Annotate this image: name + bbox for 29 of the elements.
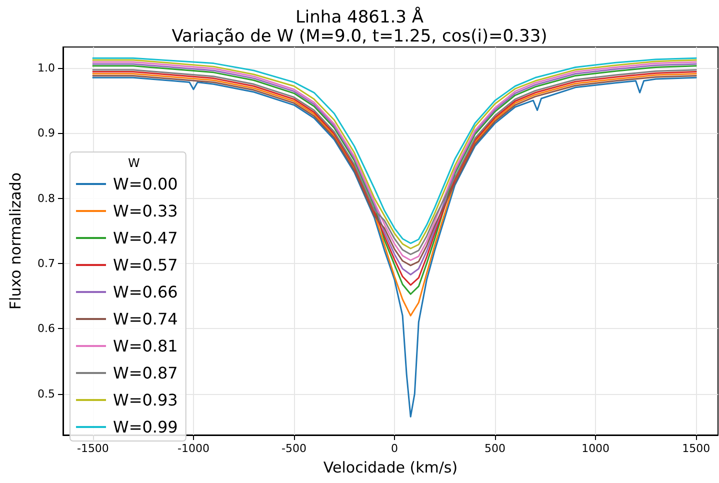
y-axis-title: Fluxo normalizado — [6, 172, 24, 310]
legend-label: W=0.99 — [113, 418, 178, 436]
legend-label: W=0.00 — [113, 174, 178, 194]
y-tick-label: 0.7 — [38, 256, 55, 270]
x-tick-label: -1000 — [177, 442, 210, 455]
x-tick-label: 1000 — [582, 442, 610, 455]
legend-label: W=0.57 — [113, 256, 178, 274]
line-series — [92, 76, 697, 418]
legend-label: W=0.87 — [113, 364, 178, 382]
x-tick-label: 500 — [484, 442, 506, 455]
legend-label: W=0.81 — [113, 336, 178, 356]
legend-label: W=0.74 — [113, 310, 178, 328]
x-tick-label: -500 — [282, 442, 306, 455]
x-tick-label: -1500 — [76, 442, 109, 455]
x-axis-title: Velocidade (km/s) — [323, 458, 458, 476]
y-tick-label: 0.8 — [38, 192, 55, 205]
chart-subtitle: Variação de W (M=9.0, t=1.25, cos(i)=0.33) — [172, 26, 548, 46]
x-tick-label: 0 — [391, 442, 398, 455]
y-tick-label: 0.5 — [38, 387, 55, 400]
legend-label: W=0.93 — [113, 390, 178, 410]
legend-title: W — [128, 156, 140, 170]
x-tick-label: 1500 — [682, 442, 710, 455]
y-tick-label: 0.9 — [38, 126, 55, 140]
legend-label: W=0.47 — [113, 228, 178, 248]
legend-label: W=0.66 — [113, 282, 178, 302]
y-tick-label: 0.6 — [38, 322, 55, 336]
legend-label: W=0.33 — [113, 202, 178, 220]
y-tick-label: 1.0 — [38, 61, 55, 74]
chart-title: Linha 4861.3 Å — [295, 6, 424, 28]
